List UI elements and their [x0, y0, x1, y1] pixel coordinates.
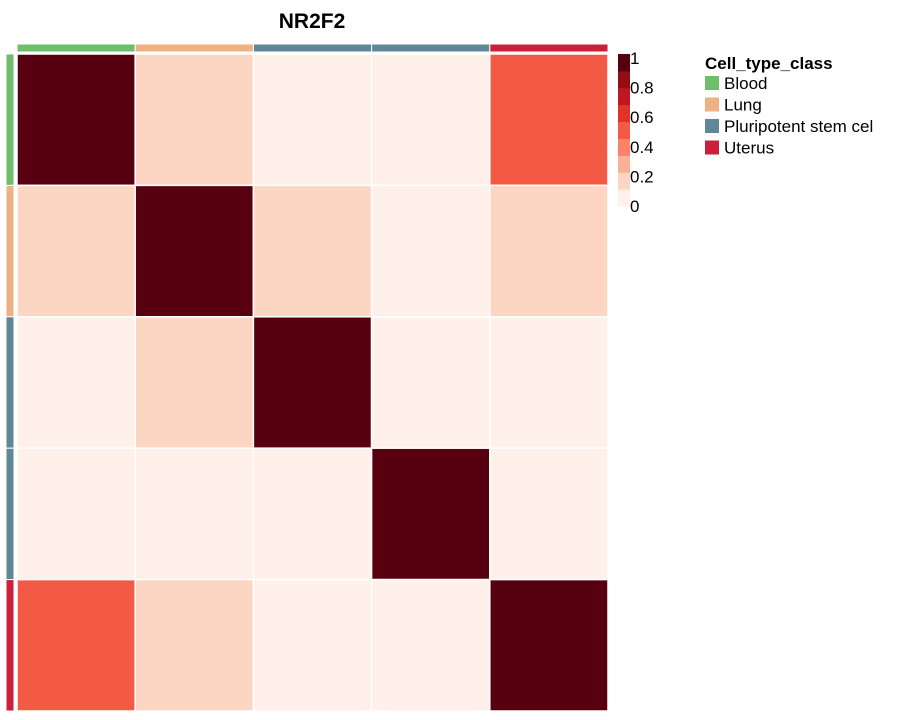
heatmap-cell	[489, 316, 609, 449]
colorbar-tick-label: 0.6	[630, 108, 654, 127]
colorbar-step	[618, 70, 630, 89]
colorbar-step	[618, 155, 630, 173]
heatmap-cell	[134, 447, 255, 581]
heatmap-cell	[16, 53, 136, 187]
heatmap-cell	[370, 184, 491, 318]
heatmap-cell	[16, 184, 136, 318]
heatmap-grid	[16, 53, 609, 712]
heatmap-cell	[252, 578, 373, 712]
heatmap-cell	[489, 53, 609, 187]
colorbar-tick-label: 1	[630, 49, 639, 68]
chart-title: NR2F2	[279, 10, 346, 33]
legend-label: Blood	[724, 74, 767, 93]
colorbar-tick-label: 0.2	[630, 167, 654, 186]
colorbar-step	[618, 189, 630, 207]
heatmap-cell	[16, 447, 136, 581]
left-annotation-cell	[5, 447, 15, 581]
legend-swatch	[705, 119, 719, 133]
heatmap-cell	[489, 447, 609, 581]
heatmap-cell	[252, 447, 373, 581]
color-scale-legend: 1 0.8 0.6 0.4 0.2 0	[618, 49, 654, 216]
top-annotation-cell	[252, 43, 373, 53]
heatmap-cell	[252, 53, 373, 187]
top-annotation-cell	[134, 43, 254, 53]
colorbar-tick-label: 0	[630, 197, 639, 216]
top-annotation-cell	[371, 43, 491, 53]
heatmap-cell	[16, 578, 136, 712]
heatmap-cell	[134, 184, 255, 318]
heatmap-cell	[489, 184, 609, 318]
colorbar-step	[618, 87, 630, 106]
top-annotation-cell	[489, 43, 609, 53]
heatmap-cell	[134, 316, 255, 449]
heatmap-cell	[252, 316, 373, 449]
colorbar-step	[618, 138, 630, 156]
legend-label: Uterus	[724, 139, 774, 158]
colorbar-tick-label: 0.8	[630, 79, 654, 98]
left-annotation-cell	[5, 53, 15, 186]
colorbar-step	[618, 104, 630, 123]
legend-swatch	[705, 76, 719, 90]
colorbar-step	[618, 121, 630, 139]
top-annotation-cell	[16, 43, 136, 53]
heatmap-cell	[370, 53, 491, 187]
left-annotation-bar	[5, 53, 15, 712]
cell-type-legend: Cell_type_class Blood Lung Pluripotent ste…	[705, 54, 873, 158]
legend-label: Pluripotent stem cel	[724, 117, 873, 136]
heatmap-cell	[489, 578, 609, 712]
left-annotation-cell	[5, 184, 15, 318]
heatmap-cell	[370, 578, 491, 712]
left-annotation-cell	[5, 316, 15, 449]
top-annotation-bar	[16, 43, 609, 53]
legend-swatch	[705, 140, 719, 155]
heatmap-cell	[16, 316, 136, 449]
heatmap-cell	[134, 53, 255, 187]
left-annotation-cell	[5, 579, 15, 712]
colorbar-tick-label: 0.4	[630, 138, 654, 157]
legend-label: Lung	[724, 96, 762, 115]
colorbar-step	[618, 54, 630, 72]
heatmap-cell	[370, 447, 491, 581]
legend-title: Cell_type_class	[705, 54, 833, 73]
heatmap-cell	[370, 316, 491, 449]
heatmap-cell	[252, 184, 373, 318]
colorbar-step	[618, 172, 630, 190]
legend-swatch	[705, 97, 719, 112]
heatmap-cell	[134, 578, 255, 712]
